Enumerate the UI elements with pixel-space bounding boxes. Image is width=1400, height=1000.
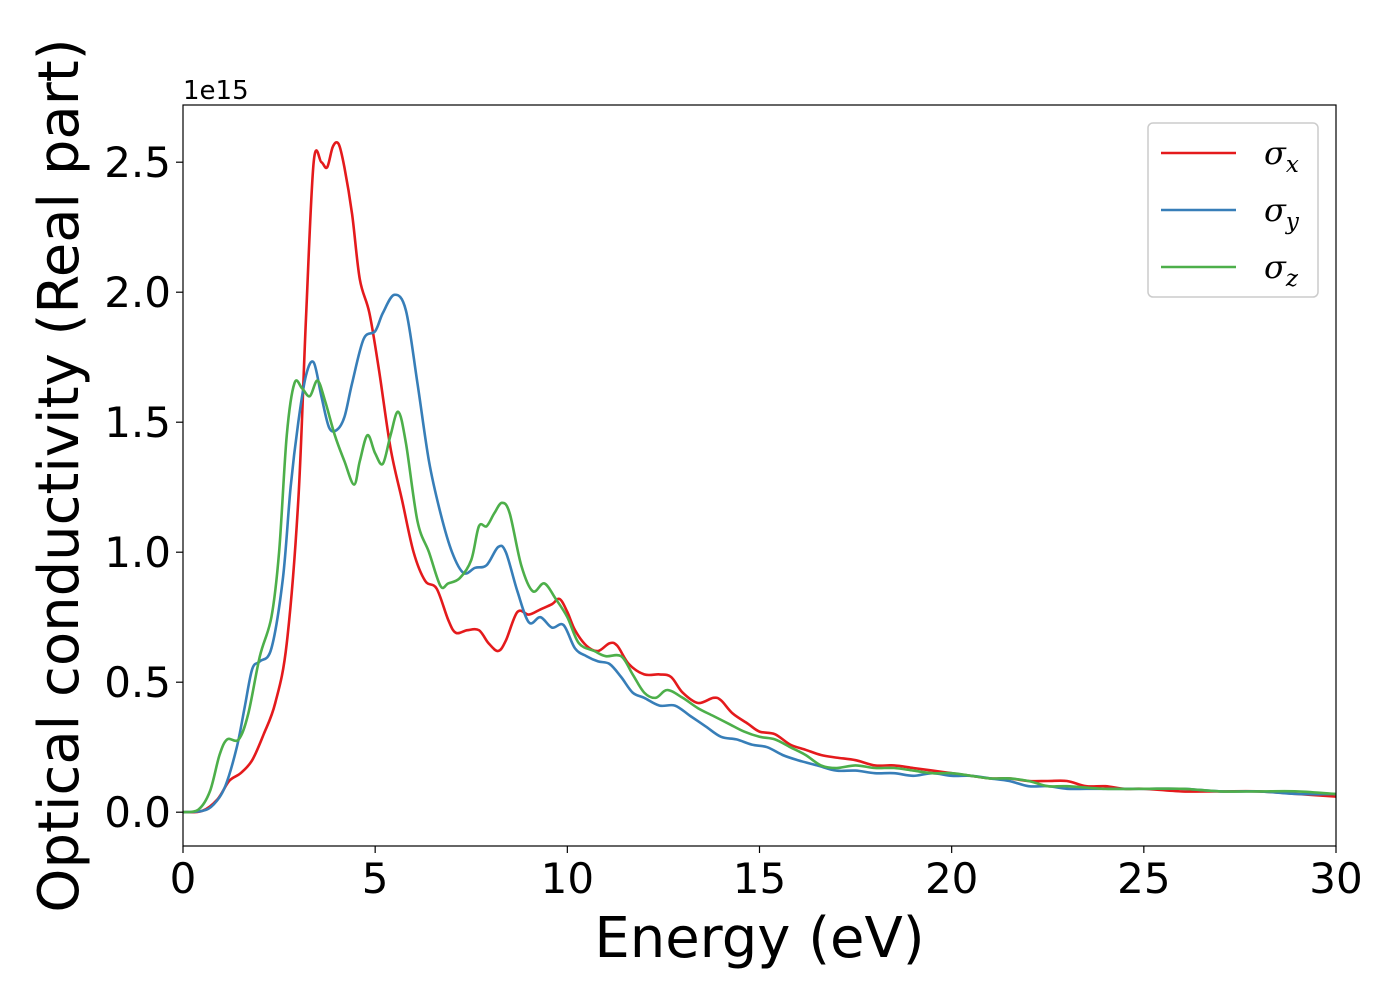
y-tick-label: 0.0 xyxy=(104,788,171,837)
plot-background xyxy=(183,105,1336,846)
x-tick-label: 30 xyxy=(1309,854,1362,903)
x-tick-label: 20 xyxy=(925,854,978,903)
y-axis-ticks: 0.0 0.5 1.0 1.5 2.0 2.5 xyxy=(104,138,183,837)
x-tick-label: 25 xyxy=(1117,854,1170,903)
y-tick-label: 1.5 xyxy=(104,398,171,447)
x-axis-label: Energy (eV) xyxy=(594,906,924,971)
y-tick-label: 2.5 xyxy=(104,138,171,187)
x-tick-label: 10 xyxy=(541,854,594,903)
y-tick-label: 1.0 xyxy=(104,528,171,577)
series-line-sigma-z xyxy=(183,379,1336,814)
series-layer xyxy=(183,140,1336,814)
x-tick-label: 15 xyxy=(733,854,786,903)
y-offset-label: 1e15 xyxy=(183,76,249,106)
y-axis-label: Optical conductivity (Real part) xyxy=(27,38,92,912)
x-tick-label: 0 xyxy=(170,854,197,903)
x-tick-label: 5 xyxy=(362,854,389,903)
y-tick-label: 0.5 xyxy=(104,658,171,707)
y-tick-label: 2.0 xyxy=(104,268,171,317)
x-axis-ticks: 0 5 10 15 20 25 30 xyxy=(170,846,1363,903)
